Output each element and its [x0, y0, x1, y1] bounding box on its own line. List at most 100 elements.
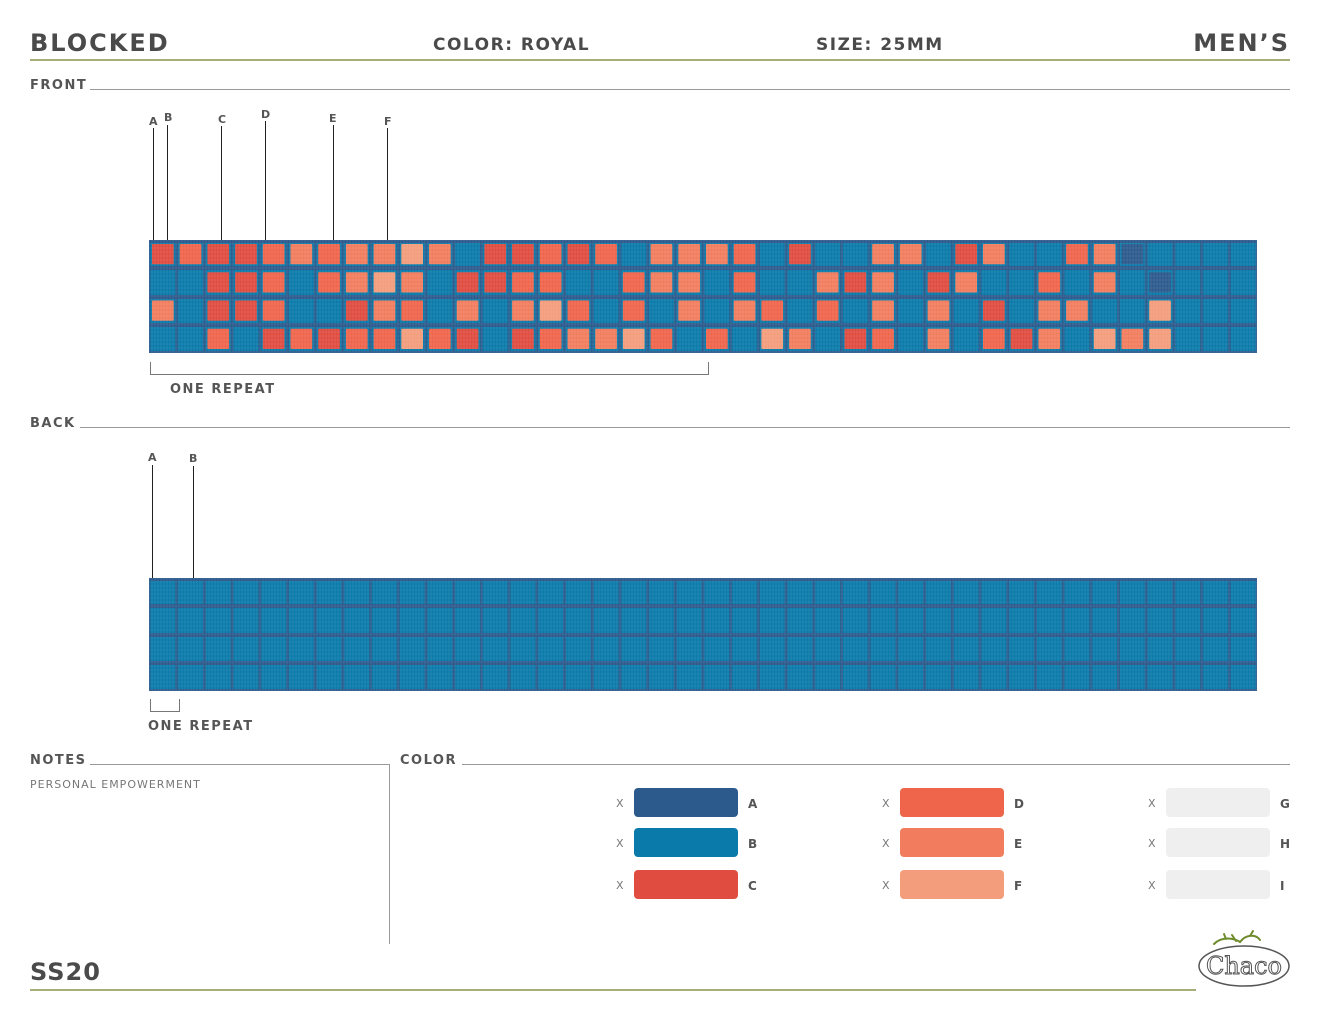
strap-block-c: [235, 300, 257, 321]
strap-block-d: [207, 328, 230, 349]
strap-block-f: [539, 300, 562, 321]
swatch-e-letter: E: [1014, 837, 1023, 851]
strap-block-c: [983, 300, 1005, 321]
swatch-a-mark: X: [616, 797, 624, 810]
strap-block-e: [1038, 300, 1061, 321]
strap-block-e: [1121, 328, 1144, 349]
strap-column-band: [507, 578, 511, 691]
swatch-f-mark: X: [882, 879, 890, 892]
strap-block-e: [512, 300, 534, 321]
strap-column-band: [230, 240, 234, 353]
strap-column-band: [1033, 240, 1037, 353]
swatch-b-mark: X: [616, 837, 624, 850]
strap-block-c: [512, 244, 534, 265]
strap-block-e: [595, 328, 617, 349]
strap-column-band: [923, 240, 927, 353]
strap-column-band: [258, 240, 262, 353]
strap-column-band: [1200, 240, 1204, 353]
strap-block-e: [983, 244, 1005, 265]
strap-block-f: [622, 328, 645, 349]
strap-column-band: [895, 240, 899, 353]
strap-column-band: [1144, 578, 1148, 691]
strap-block-d: [345, 328, 368, 349]
strap-block-e: [899, 244, 922, 265]
strap-block-d: [401, 300, 423, 321]
swatch-f: [900, 870, 1004, 899]
strap-column-band: [1227, 240, 1231, 353]
swatch-d: [900, 788, 1004, 817]
footer-rule: [30, 989, 1196, 991]
strap-block-d: [650, 328, 673, 349]
strap-column-band: [1200, 578, 1204, 691]
strap-column-band: [895, 578, 899, 691]
front-callout-c: C: [218, 113, 227, 126]
strap-block-d: [733, 244, 756, 265]
front-leader-b: [167, 125, 168, 281]
strap-block-c: [456, 328, 479, 349]
strap-block-c: [318, 328, 340, 349]
front-leader-a: [153, 128, 154, 285]
strap-column-band: [286, 240, 289, 353]
strap-column-band: [479, 240, 483, 353]
gender-label: MEN’S: [1193, 29, 1290, 57]
strap-column-band: [1089, 240, 1093, 353]
swatch-g-letter: G: [1280, 797, 1290, 811]
strap-column-band: [396, 240, 400, 353]
strap-column-band: [286, 578, 289, 691]
strap-column-band: [840, 240, 843, 353]
strap-block-d: [872, 328, 894, 349]
strap-block-e: [927, 300, 950, 321]
strap-column-band: [1172, 578, 1176, 691]
strap-block-d: [262, 300, 285, 321]
strap-block-d: [733, 272, 756, 293]
front-section-rule: [90, 89, 1290, 90]
strap-block-d: [1066, 244, 1088, 265]
strap-column-band: [175, 578, 179, 691]
swatch-g-mark: X: [1148, 797, 1156, 810]
strap-column-band: [313, 578, 317, 691]
strap-column-band: [452, 240, 456, 353]
back-callout-b: B: [189, 452, 198, 465]
strap-block-c: [456, 272, 479, 293]
chaco-logo-text: Chaco: [1206, 952, 1282, 980]
swatch-a-letter: A: [748, 797, 758, 811]
strap-column-band: [701, 578, 705, 691]
strap-column-band: [149, 240, 151, 353]
strap-column-band: [950, 240, 954, 353]
back-section-rule: [80, 427, 1290, 428]
swatch-h: [1166, 828, 1270, 857]
strap-block-e: [401, 272, 423, 293]
swatch-c-letter: C: [748, 879, 757, 893]
strap-block-d: [262, 272, 285, 293]
strap-column-band: [978, 578, 982, 691]
strap-column-band: [1061, 578, 1065, 691]
strap-block-c: [1010, 328, 1033, 349]
strap-block-d: [761, 300, 784, 321]
strap-block-f: [1149, 328, 1171, 349]
strap-block-e: [706, 244, 728, 265]
strap-block-d: [622, 300, 645, 321]
strap-column-band: [149, 578, 151, 691]
front-strap-render: [149, 240, 1257, 353]
strap-column-band: [202, 240, 206, 353]
strap-size: SIZE: 25MM: [816, 35, 944, 55]
front-strap-graphic: [149, 240, 1257, 353]
back-strap-graphic: [149, 578, 1257, 691]
strap-column-band: [1255, 240, 1257, 353]
swatch-d-mark: X: [882, 797, 890, 810]
strap-column-band: [923, 578, 927, 691]
swatch-h-mark: X: [1148, 837, 1156, 850]
notes-section-rule: [90, 764, 389, 765]
back-leader-a: [152, 465, 153, 582]
strap-column-band: [535, 578, 539, 691]
strap-column-band: [590, 578, 594, 691]
strap-block-c: [512, 328, 534, 349]
strap-column-band: [1033, 578, 1037, 691]
swatch-a: [634, 788, 738, 817]
swatch-i-mark: X: [1148, 879, 1156, 892]
notes-divider: [389, 764, 390, 944]
strap-column-band: [673, 240, 677, 353]
strap-column-band: [673, 578, 677, 691]
strap-column-band: [867, 578, 871, 691]
strap-column-band: [424, 578, 428, 691]
